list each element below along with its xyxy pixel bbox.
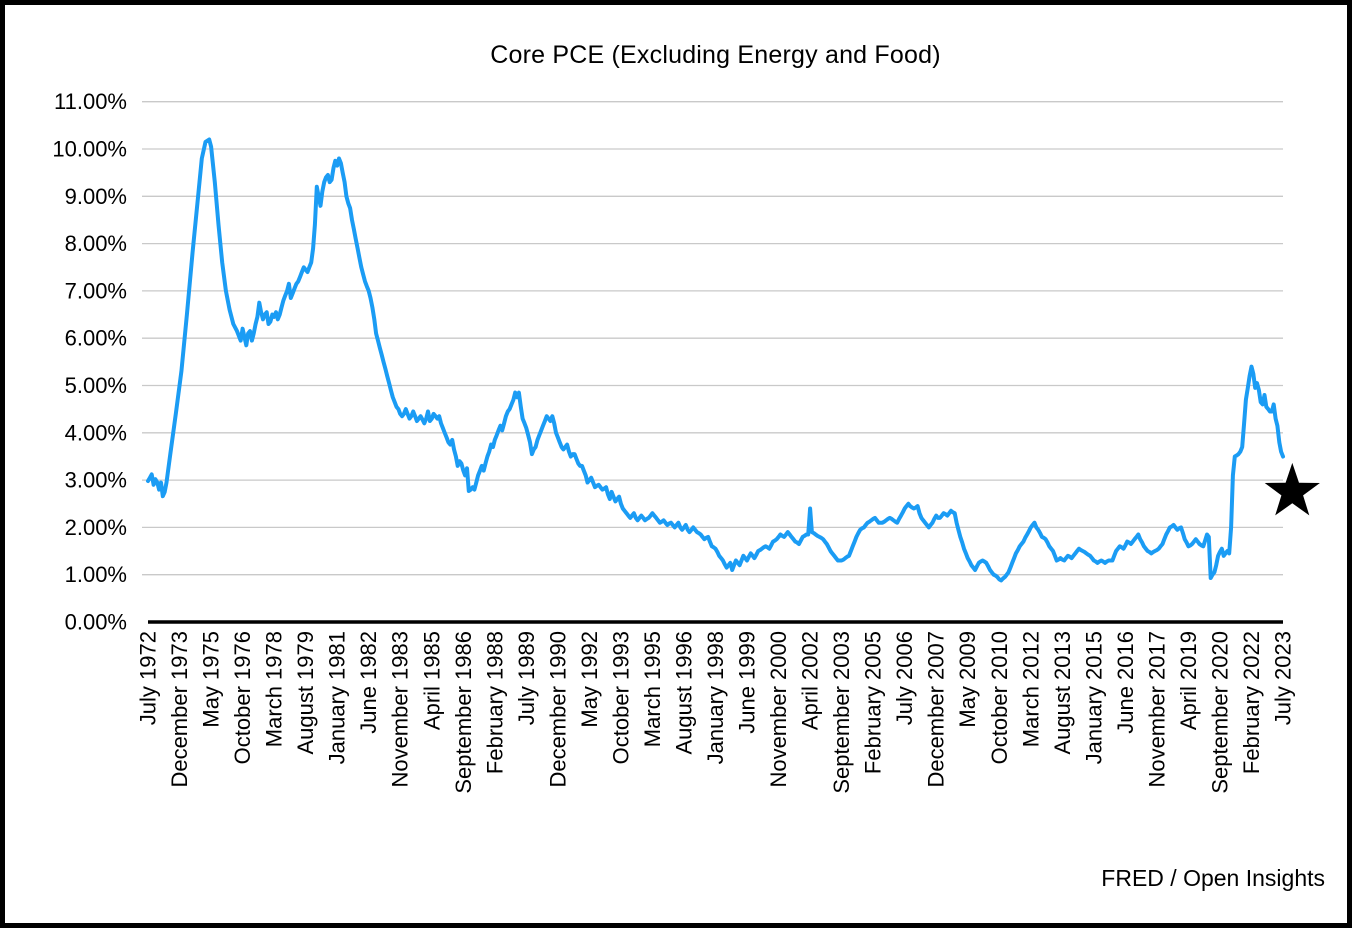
y-tick-label: 5.00% — [65, 373, 127, 398]
y-tick-label: 10.00% — [52, 137, 127, 162]
y-tick-label: 3.00% — [65, 468, 127, 493]
x-tick-label: September 2020 — [1207, 631, 1232, 794]
x-tick-label: June 1999 — [735, 631, 760, 734]
x-tick-label: November 1983 — [388, 631, 413, 788]
x-tick-label: February 2005 — [861, 631, 886, 774]
y-tick-label: 1.00% — [65, 562, 127, 587]
x-tick-label: September 1986 — [451, 631, 476, 794]
x-tick-label: November 2017 — [1144, 631, 1169, 788]
x-tick-label: April 2019 — [1176, 631, 1201, 730]
x-tick-label: February 2022 — [1239, 631, 1264, 774]
x-tick-label: January 2015 — [1081, 631, 1106, 764]
y-tick-label: 4.00% — [65, 420, 127, 445]
x-tick-label: August 1979 — [293, 631, 318, 755]
y-tick-label: 6.00% — [65, 326, 127, 351]
chart-title: Core PCE (Excluding Energy and Food) — [490, 41, 941, 69]
x-tick-label: January 1998 — [703, 631, 728, 764]
x-tick-label: May 1992 — [577, 631, 602, 728]
x-tick-label: October 1976 — [230, 631, 255, 764]
y-tick-label: 7.00% — [65, 278, 127, 303]
x-tick-label: February 1988 — [482, 631, 507, 774]
x-tick-label: July 2006 — [892, 631, 917, 725]
x-tick-label: January 1981 — [325, 631, 350, 764]
x-tick-label: March 1995 — [640, 631, 665, 747]
y-tick-label: 0.00% — [65, 610, 127, 635]
x-tick-label: July 1989 — [514, 631, 539, 725]
x-tick-label: November 2000 — [766, 631, 791, 788]
y-tick-label: 2.00% — [65, 515, 127, 540]
x-tick-label: December 2007 — [924, 631, 949, 788]
x-tick-label: June 2016 — [1113, 631, 1138, 734]
x-tick-label: May 1975 — [199, 631, 224, 728]
x-tick-label: October 1993 — [608, 631, 633, 764]
x-tick-label: August 1996 — [672, 631, 697, 755]
y-tick-label: 8.00% — [65, 231, 127, 256]
x-tick-label: October 2010 — [987, 631, 1012, 764]
x-tick-label: December 1990 — [545, 631, 570, 788]
y-tick-label: 9.00% — [65, 184, 127, 209]
x-tick-label: August 2013 — [1050, 631, 1075, 755]
y-tick-label: 11.00% — [54, 89, 127, 114]
x-tick-label: April 1985 — [419, 631, 444, 730]
star-icon — [1264, 462, 1320, 516]
x-tick-label: July 1972 — [136, 631, 161, 725]
x-tick-label: March 1978 — [262, 631, 287, 747]
x-tick-label: April 2002 — [798, 631, 823, 730]
attribution-text: FRED / Open Insights — [1101, 865, 1325, 891]
x-tick-label: July 2023 — [1271, 631, 1296, 725]
x-tick-label: March 2012 — [1018, 631, 1043, 747]
x-tick-label: September 2003 — [829, 631, 854, 794]
data-line — [146, 137, 1285, 583]
x-tick-label: December 1973 — [167, 631, 192, 788]
x-tick-label: June 1982 — [356, 631, 381, 734]
chart-svg: 0.00% 1.00% 2.00% 3.00% 4.00% 5.00% 6.00% 7.00%… — [52, 89, 1320, 794]
x-tick-label: May 2009 — [955, 631, 980, 728]
